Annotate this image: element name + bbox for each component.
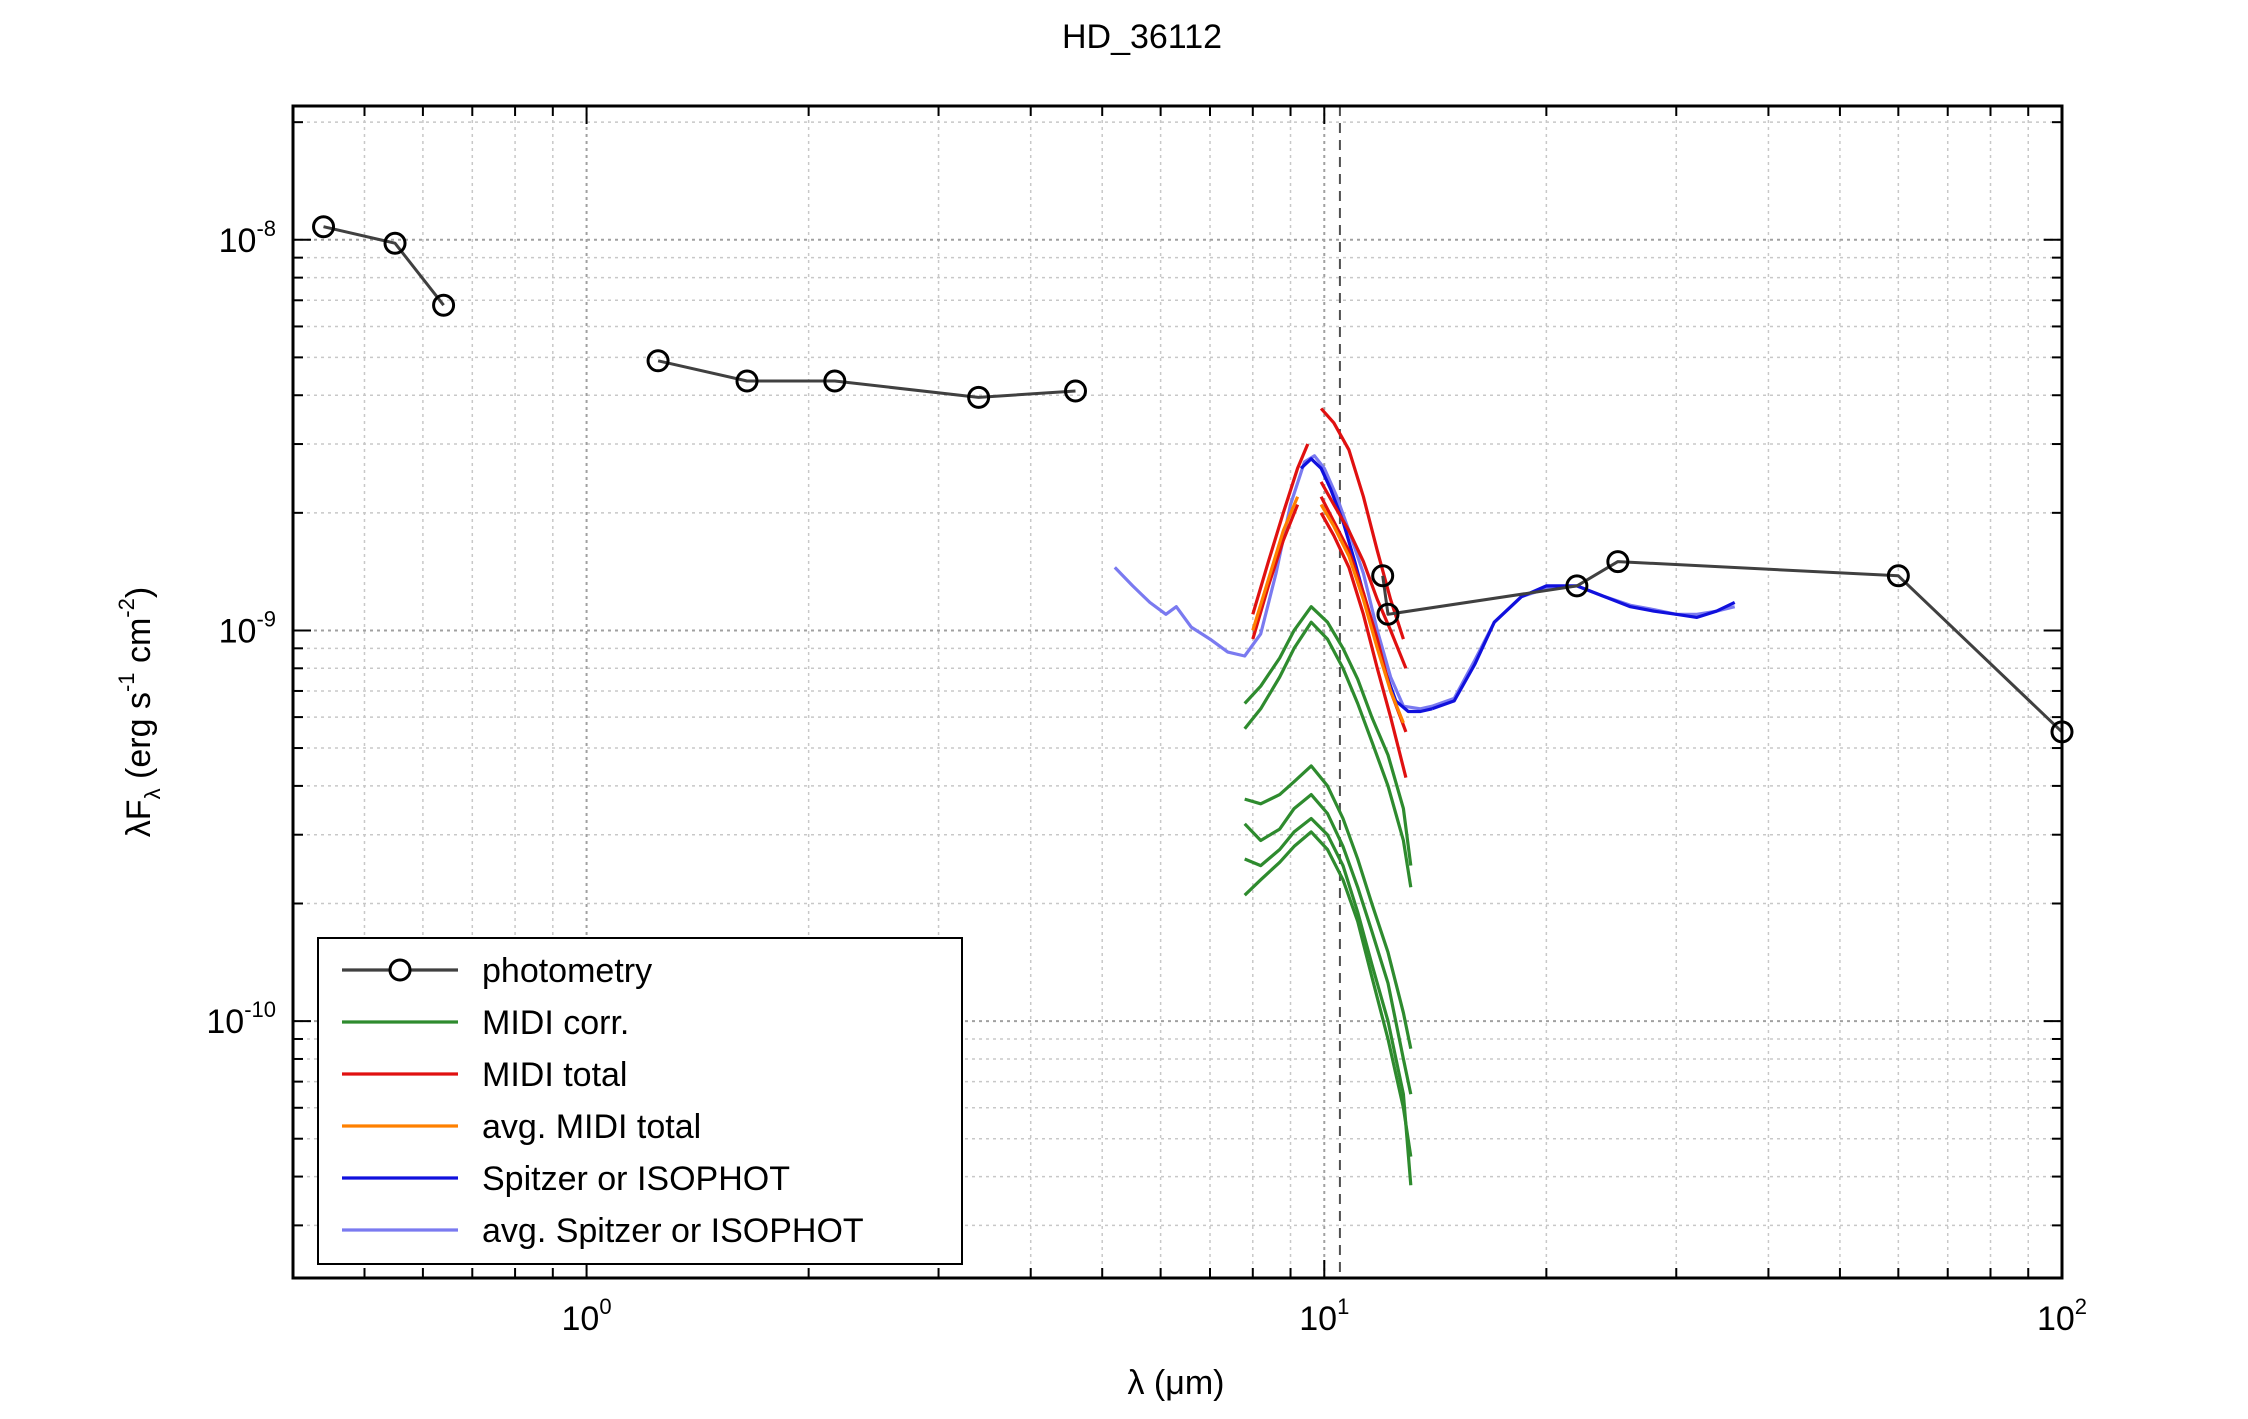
minor-grid: [292, 106, 2062, 1278]
series-line: [1319, 407, 1405, 640]
photometry-point: [1565, 574, 1589, 598]
series-line: [1381, 560, 2064, 733]
photometry-point: [312, 215, 336, 239]
x-tick-labels: 100 101 102: [562, 1294, 2088, 1338]
series-line: [1431, 584, 1736, 711]
series-line: [1244, 764, 1413, 1050]
axis-ticks: [292, 106, 2063, 1278]
photometry-point: [1371, 564, 1395, 588]
y-tick-labels: 10-8 10-9 10-10: [206, 216, 276, 1041]
series-line: [1243, 830, 1413, 1157]
photometry-point: [646, 349, 670, 373]
legend-item: MIDI total: [342, 1056, 627, 1094]
series-layer: [312, 215, 2074, 1186]
series-line: [1319, 512, 1408, 778]
photometry-point: [1376, 602, 1400, 626]
y-axis-label: λFλ (erg s-1 cm-2): [114, 587, 165, 837]
photometry-point: [1886, 564, 1910, 588]
photometry-point: [967, 385, 991, 409]
series-line: [1251, 496, 1300, 631]
series-line: [657, 359, 1076, 399]
legend-label: avg. Spitzer or ISOPHOT: [482, 1212, 864, 1250]
series-line: [1243, 792, 1413, 1095]
series-line: [1244, 816, 1413, 1186]
photometry-point: [432, 293, 456, 317]
x-tick-label: 102: [2037, 1294, 2087, 1338]
legend-item: avg. MIDI total: [342, 1108, 701, 1146]
series-avg-spitzer-or-isophot: [1113, 454, 1736, 711]
y-tick-label: 10-9: [219, 606, 276, 650]
legend-label: Spitzer or ISOPHOT: [482, 1160, 790, 1198]
photometry-point: [1606, 550, 1630, 574]
series-line: [1243, 605, 1413, 866]
photometry-point: [823, 369, 847, 393]
legend: photometry MIDI corr. MIDI total avg. MIDI …: [317, 937, 963, 1265]
photometry-point: [383, 231, 407, 255]
series-line: [1243, 620, 1413, 888]
legend-label: avg. MIDI total: [482, 1108, 701, 1146]
series-avg-midi-total: [1251, 496, 1405, 724]
legend-label: photometry: [482, 952, 652, 990]
series-line: [1113, 454, 1736, 711]
photometry-point: [1063, 379, 1087, 403]
legend-item: Spitzer or ISOPHOT: [342, 1160, 790, 1198]
plot-frame: [291, 104, 2064, 1280]
x-axis-label: λ (μm): [1127, 1364, 1224, 1402]
legend-item: avg. Spitzer or ISOPHOT: [342, 1212, 864, 1250]
y-tick-label: 10-10: [206, 997, 276, 1041]
series-line: [1319, 481, 1408, 669]
chart-title: HD_36112: [1062, 18, 1222, 56]
x-tick-label: 100: [562, 1294, 612, 1338]
legend-label: MIDI corr.: [482, 1004, 629, 1042]
series-line: [1319, 503, 1405, 724]
legend-item: photometry: [342, 952, 652, 990]
legend-label: MIDI total: [482, 1056, 627, 1094]
y-tick-label: 10-8: [219, 216, 276, 260]
series-line: [1251, 504, 1300, 640]
photometry-point: [735, 369, 759, 393]
series-midi-total: [1251, 407, 1408, 778]
legend-box: [317, 937, 963, 1265]
x-tick-label: 101: [1299, 1294, 1349, 1338]
series-line: [323, 225, 445, 307]
series-midi-corr: [1243, 605, 1413, 1186]
series-photometry: [312, 215, 2074, 744]
series-line: [1251, 443, 1310, 615]
legend-item: MIDI corr.: [342, 1004, 629, 1042]
legend-marker: [388, 958, 412, 982]
